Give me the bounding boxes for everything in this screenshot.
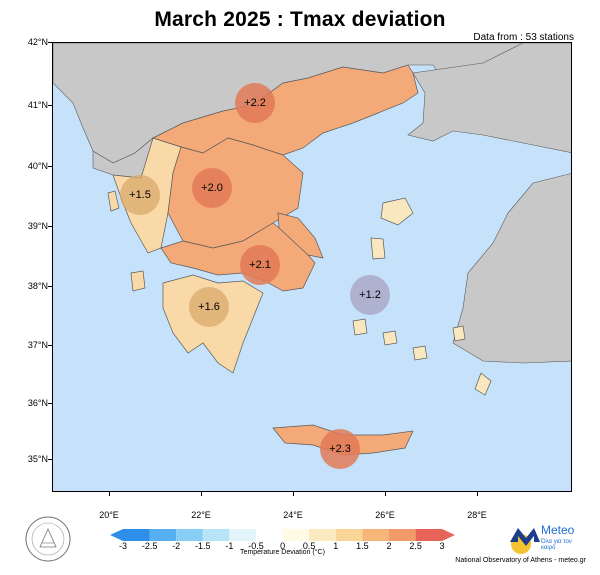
region-marker-central: +2.1 bbox=[240, 245, 280, 285]
lat-label-41: 41°N bbox=[27, 100, 48, 110]
region-marker-peloponnese: +1.6 bbox=[189, 287, 229, 327]
colorbar-title: Temperature Deviation (°C) bbox=[240, 549, 325, 556]
island-cyclades-2 bbox=[382, 330, 398, 346]
colorbar-segment bbox=[389, 529, 416, 541]
credit-line: National Observatory of Athens - meteo.g… bbox=[455, 557, 586, 564]
lat-label-39: 39°N bbox=[27, 221, 48, 231]
lat-tick bbox=[48, 226, 52, 227]
colorbar-tick: -1 bbox=[225, 541, 234, 551]
lon-label-20: 20°E bbox=[99, 510, 119, 520]
meteo-brand-name: Meteo bbox=[541, 523, 575, 537]
colorbar-arrow-low bbox=[110, 529, 123, 541]
colorbar-tick: 1.5 bbox=[356, 541, 369, 551]
colorbar-segment bbox=[282, 529, 310, 541]
lat-label-42: 42°N bbox=[27, 37, 48, 47]
island-kefalonia bbox=[130, 270, 146, 292]
lon-label-22: 22°E bbox=[191, 510, 211, 520]
colorbar-segment bbox=[202, 529, 230, 541]
region-marker-north: +2.2 bbox=[235, 83, 275, 123]
island-cyclades-1 bbox=[352, 318, 368, 336]
lat-label-40: 40°N bbox=[27, 161, 48, 171]
meteo-brand-tagline: Όλα για τον καιρό bbox=[541, 539, 572, 551]
colorbar-tick: -1.5 bbox=[195, 541, 211, 551]
meteo-logo-icon bbox=[510, 528, 540, 554]
region-marker-aegean: +1.2 bbox=[350, 275, 390, 315]
region-marker-epirus: +1.5 bbox=[120, 175, 160, 215]
colorbar-segment bbox=[415, 529, 442, 541]
island-chios bbox=[370, 237, 386, 260]
colorbar-segment bbox=[362, 529, 389, 541]
colorbar-arrow-high bbox=[442, 529, 455, 541]
lat-label-36: 36°N bbox=[27, 398, 48, 408]
lon-label-28: 28°E bbox=[467, 510, 487, 520]
neighbor-land-turkey bbox=[407, 43, 571, 153]
colorbar-tick: 0.5 bbox=[302, 541, 316, 551]
lat-tick bbox=[48, 459, 52, 460]
neighbor-land-turkey-anatolia bbox=[452, 173, 571, 364]
island-euboea bbox=[277, 212, 324, 259]
island-corfu bbox=[107, 190, 120, 212]
lon-tick bbox=[293, 492, 294, 496]
colorbar-tick: 2.5 bbox=[409, 541, 422, 551]
colorbar-tick: 0 bbox=[280, 541, 286, 551]
colorbar-tick: -0.5 bbox=[248, 541, 264, 551]
map-title: March 2025 : Tmax deviation bbox=[154, 8, 446, 31]
island-lesvos bbox=[380, 197, 414, 226]
lat-tick bbox=[48, 42, 52, 43]
colorbar-segment bbox=[229, 529, 256, 541]
map-canvas bbox=[53, 43, 571, 456]
island-rhodes bbox=[474, 372, 492, 396]
lat-tick bbox=[48, 345, 52, 346]
colorbar-segment bbox=[176, 529, 203, 541]
colorbar-segment bbox=[256, 529, 283, 541]
lon-tick bbox=[477, 492, 478, 496]
lat-label-38: 38°N bbox=[27, 281, 48, 291]
lat-tick bbox=[48, 286, 52, 287]
lon-tick bbox=[385, 492, 386, 496]
colorbar-tick: 2 bbox=[386, 541, 392, 551]
colorbar-segment bbox=[123, 529, 150, 541]
island-dodecanese bbox=[452, 325, 466, 342]
map-frame bbox=[52, 42, 572, 492]
colorbar-tick: 3 bbox=[439, 541, 445, 551]
observatory-seal-icon bbox=[25, 516, 71, 562]
lat-tick bbox=[48, 166, 52, 167]
colorbar-segment bbox=[149, 529, 177, 541]
colorbar-segment bbox=[309, 529, 336, 541]
data-source-note: Data from : 53 stations bbox=[473, 32, 574, 43]
lon-tick bbox=[201, 492, 202, 496]
colorbar bbox=[110, 529, 455, 541]
lon-tick bbox=[109, 492, 110, 496]
region-marker-thessaly: +2.0 bbox=[192, 168, 232, 208]
lat-tick bbox=[48, 403, 52, 404]
lon-label-24: 24°E bbox=[283, 510, 303, 520]
colorbar-tick: -2 bbox=[172, 541, 181, 551]
colorbar-segment bbox=[335, 529, 363, 541]
lat-label-35: 35°N bbox=[27, 454, 48, 464]
colorbar-tick: -2.5 bbox=[141, 541, 158, 551]
island-cyclades-3 bbox=[412, 345, 428, 361]
region-marker-crete: +2.3 bbox=[320, 429, 360, 469]
lat-tick bbox=[48, 105, 52, 106]
lon-label-26: 26°E bbox=[375, 510, 395, 520]
colorbar-tick: 1 bbox=[333, 541, 339, 551]
lat-label-37: 37°N bbox=[27, 340, 48, 350]
colorbar-tick: -3 bbox=[118, 541, 127, 551]
